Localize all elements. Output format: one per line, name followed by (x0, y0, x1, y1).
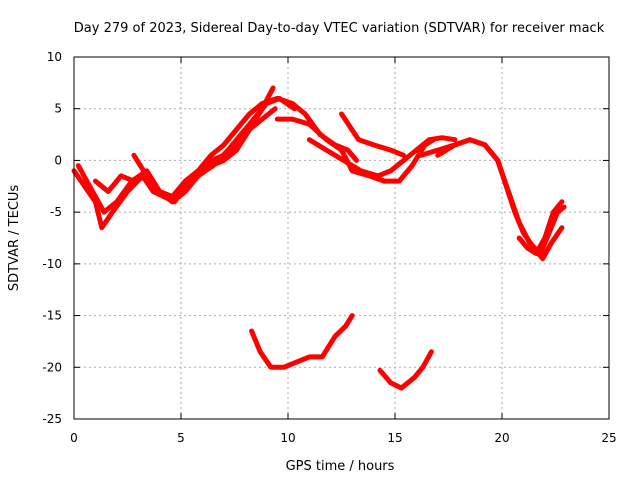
y-tick-label: -10 (42, 257, 62, 271)
x-tick-label: 20 (494, 431, 509, 445)
y-tick-label: 5 (54, 102, 62, 116)
series-line-sat-g (339, 111, 407, 158)
series-line-sat-b (75, 95, 297, 215)
x-tick-label: 5 (177, 431, 185, 445)
y-tick-label: -5 (50, 205, 62, 219)
series-line-sat-c (92, 85, 276, 200)
series-line-sat-e (274, 116, 436, 184)
series-line-sat-d (131, 106, 278, 205)
x-tick-label: 10 (280, 431, 295, 445)
y-tick-label: -25 (42, 412, 62, 426)
chart-title: Day 279 of 2023, Sidereal Day-to-day VTE… (74, 21, 605, 36)
x-tick-label: 25 (601, 431, 616, 445)
series-line-sat-k (249, 313, 355, 370)
series-line-sat-l (377, 349, 434, 391)
y-tick-label: -15 (42, 309, 62, 323)
x-tick-label: 0 (70, 431, 78, 445)
x-tick-label: 15 (387, 431, 402, 445)
series-line-sat-j (516, 199, 565, 256)
y-axis-label: SDTVAR / TECUs (7, 185, 22, 292)
x-axis-label: GPS time / hours (286, 459, 395, 474)
plot-frame (73, 56, 610, 420)
y-tick-label: -20 (42, 360, 62, 374)
data-series (71, 85, 567, 391)
y-tick-label: 10 (47, 50, 62, 64)
series-line-sat-f (306, 135, 458, 179)
series-line-sat-i (435, 137, 567, 256)
y-tick-label: 0 (54, 153, 62, 167)
